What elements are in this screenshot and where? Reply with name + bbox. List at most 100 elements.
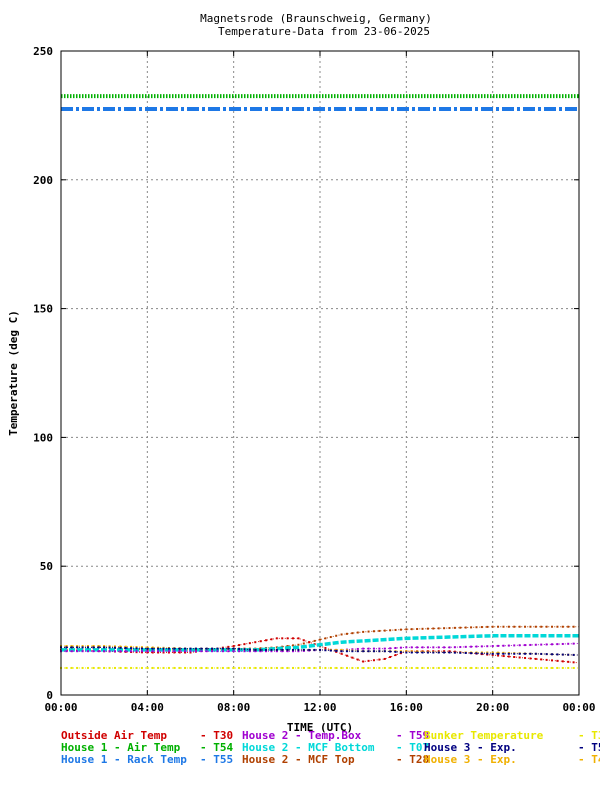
data-point [394,650,397,653]
data-point [556,643,559,646]
data-point [351,650,354,653]
data-point [572,666,575,669]
data-point [513,644,516,647]
data-point [270,648,273,651]
data-point [281,637,284,640]
data-point [529,666,532,669]
data-point [340,652,343,655]
data-point [367,647,370,650]
legend-label: House 2 - MCF Top [242,753,355,766]
data-point [502,652,505,655]
data-point [113,645,116,648]
data-point [178,647,181,650]
data-point [254,648,257,651]
data-point [470,652,473,655]
series-T07 [61,634,579,652]
data-point [453,626,456,629]
data-point [286,637,289,640]
chart-title: Magnetsrode (Braunschweig, Germany) [200,12,432,25]
data-point [189,650,192,653]
data-point [351,666,354,669]
data-point [561,642,564,645]
data-point [529,657,532,660]
data-point [243,648,246,651]
data-point [227,666,230,669]
data-point [556,653,559,656]
data-point [103,646,106,649]
data-point [265,648,268,651]
data-point [178,650,181,653]
data-point [486,652,489,655]
data-point [103,650,106,653]
data-point [470,666,473,669]
data-point [140,647,143,650]
data-point [437,627,440,630]
data-point [184,647,187,650]
data-point [345,654,348,657]
data-point [518,644,521,647]
data-point [475,652,478,655]
data-point [86,646,89,649]
data-point [561,666,564,669]
data-point [567,660,570,663]
data-point [491,651,494,654]
data-point [356,666,359,669]
data-point [200,647,203,650]
data-point [572,653,575,656]
data-point [367,666,370,669]
data-point [194,647,197,650]
data-point [81,645,84,648]
legend: Outside Air Temp - T30 House 2 - Temp.Box -… [61,729,600,766]
data-point [162,650,165,653]
data-point [270,638,273,641]
data-point [567,666,570,669]
data-point [302,648,305,651]
data-point [178,648,181,651]
data-point [351,632,354,635]
data-point [265,639,268,642]
data-point [167,651,170,654]
data-point [92,645,95,648]
data-point [167,666,170,669]
data-point [551,659,554,662]
data-point [167,647,170,650]
data-point [518,652,521,655]
data-point [491,625,494,628]
data-point [529,625,532,628]
data-point [238,666,241,669]
data-point [194,650,197,653]
data-point [329,666,332,669]
data-point [76,650,79,653]
data-point [448,666,451,669]
data-point [286,648,289,651]
data-point [151,650,154,653]
data-point [297,666,300,669]
data-point [426,627,429,630]
data-point [475,666,478,669]
data-point [205,650,208,653]
data-point [453,666,456,669]
data-point [545,658,548,661]
data-point [421,666,424,669]
data-series [60,94,580,669]
data-point [497,654,500,657]
data-point [345,632,348,635]
data-point [146,650,149,653]
data-point [534,643,537,646]
data-point [534,666,537,669]
data-point [448,646,451,649]
data-point [65,666,68,669]
y-axis-label: Temperature (deg C) [7,310,20,436]
data-point [459,651,462,654]
data-point [140,650,143,653]
data-point [491,652,494,655]
data-point [178,666,181,669]
data-point [324,666,327,669]
data-point [475,645,478,648]
data-point [383,666,386,669]
data-point [151,666,154,669]
x-tick-label: 08:00 [217,701,250,714]
data-point [399,646,402,649]
data-point [497,651,500,654]
data-point [556,659,559,662]
